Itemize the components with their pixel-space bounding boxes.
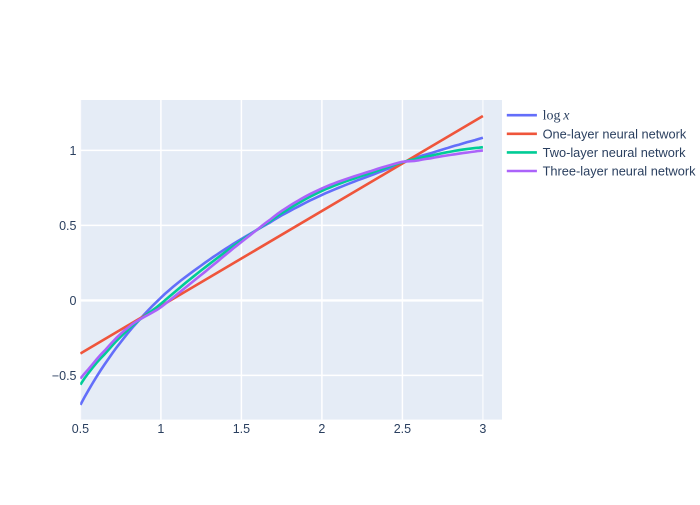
svg-text:3: 3	[479, 422, 486, 436]
svg-text:One-layer neural network: One-layer neural network	[543, 126, 687, 141]
svg-text:1: 1	[157, 422, 164, 436]
svg-text:1: 1	[70, 144, 77, 158]
svg-text:2: 2	[318, 422, 325, 436]
svg-text:0.5: 0.5	[72, 422, 89, 436]
svg-text:0.5: 0.5	[59, 219, 76, 233]
svg-text:−0.5: −0.5	[52, 369, 77, 383]
svg-text:Two-layer neural network: Two-layer neural network	[543, 145, 687, 160]
svg-text:0: 0	[70, 294, 77, 308]
svg-text:1.5: 1.5	[233, 422, 250, 436]
svg-text:2.5: 2.5	[394, 422, 411, 436]
svg-text:Three-layer neural network: Three-layer neural network	[543, 164, 697, 179]
svg-text:log x: log x	[543, 109, 571, 124]
